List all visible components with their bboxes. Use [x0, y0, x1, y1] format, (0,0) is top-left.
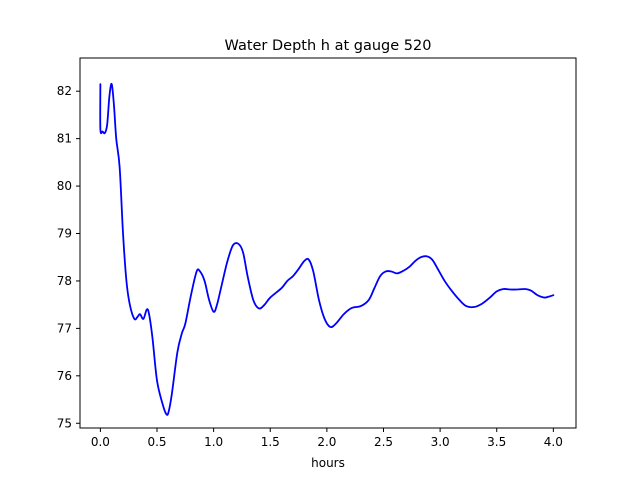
y-tick-label: 77 — [57, 321, 72, 335]
y-tick-label: 81 — [57, 132, 72, 146]
x-tick-label: 2.0 — [317, 435, 336, 449]
y-tick-label: 76 — [57, 369, 72, 383]
series-line — [99, 82, 555, 416]
y-tick-label: 78 — [57, 274, 72, 288]
series-group — [99, 82, 555, 416]
x-tick-label: 0.5 — [147, 435, 166, 449]
x-tick-label: 3.0 — [431, 435, 450, 449]
x-tick-label: 1.0 — [204, 435, 223, 449]
plot-area — [79, 57, 577, 429]
y-tick-label: 75 — [57, 416, 72, 430]
x-tick-label: 4.0 — [544, 435, 563, 449]
y-tick-label: 82 — [57, 84, 72, 98]
chart-title: Water Depth h at gauge 520 — [225, 38, 432, 54]
y-tick-label: 80 — [57, 179, 72, 193]
x-axis: 0.0 0.5 1.0 1.5 2.0 2.5 3.0 3.5 4.0 — [91, 428, 563, 449]
x-tick-label: 3.5 — [487, 435, 506, 449]
x-tick-label: 2.5 — [374, 435, 393, 449]
x-tick-label: 0.0 — [91, 435, 110, 449]
x-axis-label: hours — [311, 456, 345, 470]
x-tick-label: 1.5 — [261, 435, 280, 449]
y-tick-label: 79 — [57, 227, 72, 241]
y-axis: 75 76 77 78 79 80 81 82 — [57, 84, 80, 430]
